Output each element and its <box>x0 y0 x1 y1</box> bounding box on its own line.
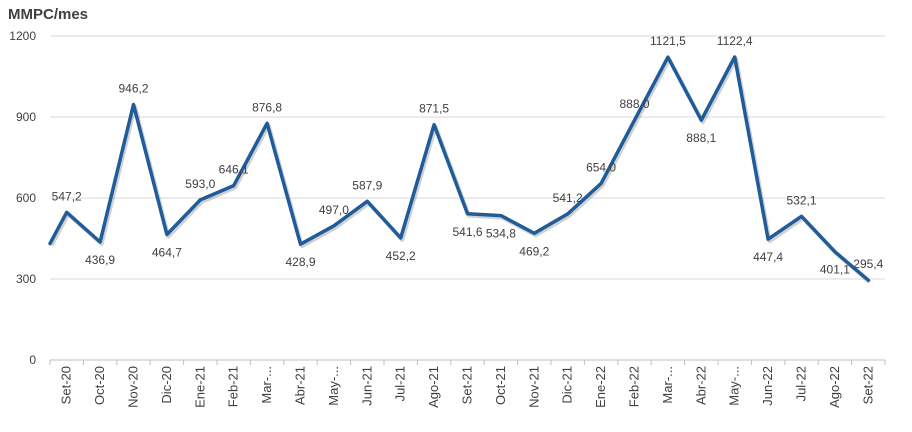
data-label: 541,6 <box>452 225 482 239</box>
data-label: 532,1 <box>786 193 816 207</box>
y-tick-label: 0 <box>29 353 36 367</box>
x-tick-label: Feb-21 <box>226 366 241 407</box>
data-label: 541,2 <box>553 191 583 205</box>
y-axis-unit-label: MMPC/mes <box>8 6 88 23</box>
x-tick-label: Dic-21 <box>560 366 575 404</box>
data-label: 295,4 <box>853 257 883 271</box>
x-tick-label: Oct-21 <box>493 366 508 405</box>
x-tick-label: Ago-22 <box>827 366 842 408</box>
data-label: 401,1 <box>820 263 850 277</box>
data-label: 876,8 <box>252 100 282 114</box>
x-tick-label: May-... <box>326 366 341 406</box>
x-tick-label: Set-20 <box>59 366 74 404</box>
data-label: 871,5 <box>419 102 449 116</box>
data-label: 888,1 <box>686 131 716 145</box>
y-tick-label: 300 <box>16 272 36 286</box>
data-label: 946,2 <box>118 82 148 96</box>
x-tick-label: Oct-20 <box>92 366 107 405</box>
x-tick-label: Mar-... <box>259 366 274 404</box>
data-label: 654,0 <box>586 160 616 174</box>
data-label: 428,9 <box>285 255 315 269</box>
data-label: 436,9 <box>85 253 115 267</box>
data-label: 452,2 <box>386 249 416 263</box>
data-label: 888,0 <box>619 97 649 111</box>
x-tick-label: Jun-21 <box>359 366 374 406</box>
data-label: 547,2 <box>52 189 82 203</box>
data-label: 1121,5 <box>650 34 686 48</box>
data-label: 447,4 <box>753 250 783 264</box>
x-tick-label: Abr-22 <box>693 366 708 405</box>
x-tick-label: Dic-20 <box>159 366 174 404</box>
x-tick-label: Ene-21 <box>192 366 207 408</box>
x-tick-label: Ene-22 <box>593 366 608 408</box>
data-label: 534,8 <box>486 227 516 241</box>
x-tick-label: Mar-... <box>660 366 675 404</box>
x-tick-label: Abr-21 <box>293 366 308 405</box>
data-label: 464,7 <box>152 246 182 260</box>
x-tick-label: May-... <box>727 366 742 406</box>
x-tick-label: Jul-21 <box>393 366 408 401</box>
x-tick-label: Nov-21 <box>526 366 541 408</box>
data-label: 593,0 <box>185 177 215 191</box>
x-tick-label: Set-22 <box>860 366 875 404</box>
data-label: 1122,4 <box>717 34 753 48</box>
x-tick-label: Set-21 <box>460 366 475 404</box>
y-tick-label: 1200 <box>9 29 36 43</box>
x-tick-label: Feb-22 <box>627 366 642 407</box>
x-tick-label: Jun-22 <box>760 366 775 406</box>
x-tick-label: Nov-20 <box>126 366 141 408</box>
y-tick-label: 900 <box>16 110 36 124</box>
y-tick-label: 600 <box>16 191 36 205</box>
x-tick-label: Jul-22 <box>794 366 809 401</box>
x-tick-label: Ago-21 <box>426 366 441 408</box>
data-label: 587,9 <box>352 178 382 192</box>
data-label: 497,0 <box>319 203 349 217</box>
data-label: 646,1 <box>219 163 249 177</box>
data-label: 469,2 <box>519 244 549 258</box>
